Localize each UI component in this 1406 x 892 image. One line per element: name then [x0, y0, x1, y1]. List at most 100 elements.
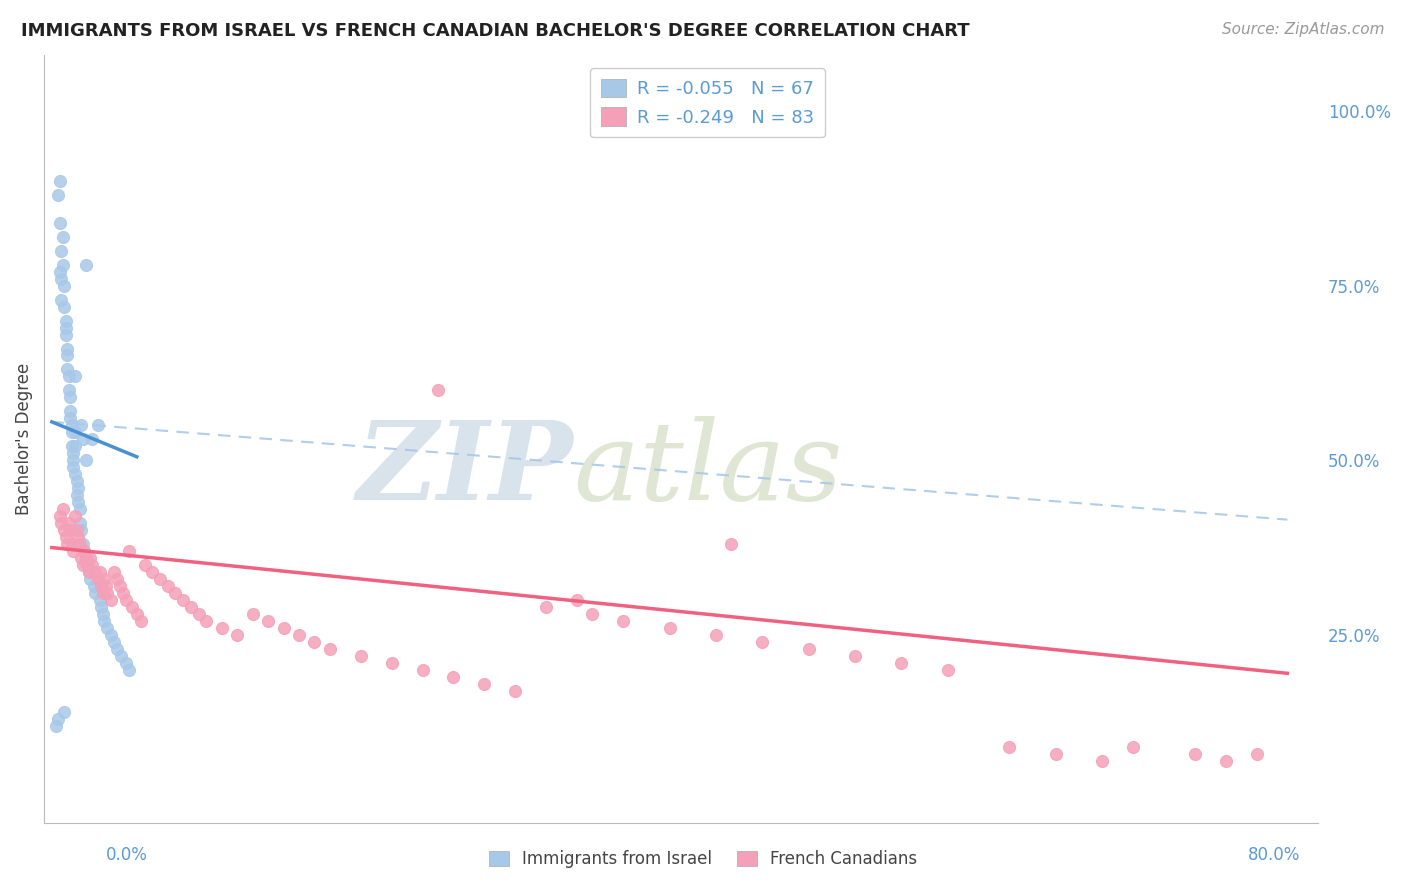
Point	[70, 523, 93, 537]
Point	[53, 300, 76, 314]
Text: 0.0%: 0.0%	[105, 846, 148, 863]
Point	[612, 614, 634, 628]
Point	[105, 572, 128, 586]
Point	[72, 537, 94, 551]
Text: atlas: atlas	[572, 417, 842, 524]
Point	[49, 271, 72, 285]
Point	[83, 579, 105, 593]
Point	[89, 593, 111, 607]
Point	[426, 384, 449, 398]
Point	[72, 433, 94, 447]
Point	[72, 558, 94, 572]
Point	[45, 719, 67, 733]
Point	[110, 648, 132, 663]
Legend: Immigrants from Israel, French Canadians: Immigrants from Israel, French Canadians	[482, 844, 924, 875]
Point	[56, 342, 79, 356]
Point	[46, 187, 69, 202]
Point	[76, 558, 98, 572]
Point	[48, 174, 70, 188]
Point	[165, 586, 187, 600]
Point	[62, 460, 84, 475]
Point	[141, 565, 163, 579]
Point	[56, 537, 79, 551]
Point	[84, 565, 107, 579]
Point	[441, 670, 464, 684]
Point	[503, 683, 526, 698]
Point	[1215, 754, 1237, 768]
Point	[96, 621, 118, 635]
Point	[55, 313, 77, 327]
Point	[48, 216, 70, 230]
Point	[67, 481, 90, 495]
Point	[63, 467, 86, 482]
Point	[257, 614, 280, 628]
Point	[180, 599, 202, 614]
Point	[319, 641, 342, 656]
Point	[67, 530, 90, 544]
Point	[89, 565, 111, 579]
Point	[55, 320, 77, 334]
Point	[79, 572, 101, 586]
Point	[63, 509, 86, 524]
Point	[59, 411, 82, 425]
Point	[581, 607, 603, 621]
Point	[75, 551, 97, 566]
Point	[121, 599, 143, 614]
Point	[91, 607, 114, 621]
Point	[75, 453, 97, 467]
Text: 80.0%: 80.0%	[1249, 846, 1301, 863]
Point	[350, 648, 373, 663]
Point	[58, 369, 80, 384]
Point	[125, 607, 148, 621]
Point	[288, 628, 311, 642]
Point	[797, 641, 820, 656]
Point	[48, 509, 70, 524]
Point	[1091, 754, 1114, 768]
Point	[63, 369, 86, 384]
Point	[77, 565, 100, 579]
Point	[65, 488, 87, 502]
Point	[131, 614, 153, 628]
Point	[108, 579, 131, 593]
Point	[704, 628, 727, 642]
Point	[103, 635, 125, 649]
Point	[52, 258, 75, 272]
Point	[84, 586, 107, 600]
Point	[46, 712, 69, 726]
Point	[1122, 739, 1144, 754]
Point	[52, 229, 75, 244]
Point	[242, 607, 264, 621]
Text: ZIP: ZIP	[356, 417, 572, 524]
Point	[62, 453, 84, 467]
Point	[172, 593, 194, 607]
Point	[80, 433, 103, 447]
Point	[720, 537, 742, 551]
Point	[59, 391, 82, 405]
Text: Source: ZipAtlas.com: Source: ZipAtlas.com	[1222, 22, 1385, 37]
Point	[100, 593, 122, 607]
Point	[100, 628, 122, 642]
Point	[751, 635, 773, 649]
Point	[411, 663, 433, 677]
Point	[105, 641, 128, 656]
Point	[59, 404, 82, 418]
Point	[48, 265, 70, 279]
Point	[73, 544, 96, 558]
Point	[115, 656, 138, 670]
Text: IMMIGRANTS FROM ISRAEL VS FRENCH CANADIAN BACHELOR'S DEGREE CORRELATION CHART: IMMIGRANTS FROM ISRAEL VS FRENCH CANADIA…	[21, 22, 970, 40]
Point	[1045, 747, 1067, 761]
Point	[67, 495, 90, 509]
Point	[69, 516, 91, 530]
Point	[90, 599, 112, 614]
Point	[304, 635, 326, 649]
Point	[90, 579, 112, 593]
Point	[60, 425, 83, 440]
Point	[534, 599, 557, 614]
Point	[93, 572, 115, 586]
Point	[87, 418, 110, 433]
Point	[115, 593, 138, 607]
Point	[60, 439, 83, 453]
Point	[381, 656, 404, 670]
Point	[87, 572, 110, 586]
Point	[63, 425, 86, 440]
